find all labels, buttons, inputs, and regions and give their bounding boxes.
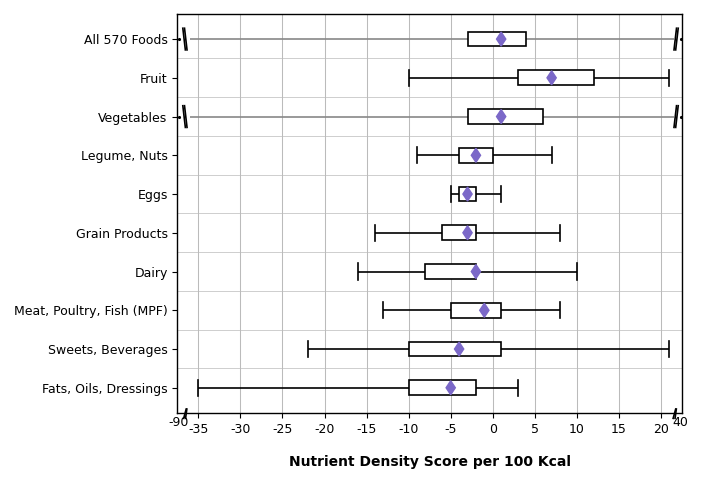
Text: -90: -90 (169, 416, 190, 428)
Polygon shape (479, 303, 489, 317)
Polygon shape (471, 265, 481, 279)
Polygon shape (547, 71, 556, 85)
Polygon shape (446, 381, 456, 395)
X-axis label: Nutrient Density Score per 100 Kcal: Nutrient Density Score per 100 Kcal (289, 455, 571, 469)
Polygon shape (463, 187, 472, 201)
FancyBboxPatch shape (409, 381, 476, 395)
FancyBboxPatch shape (468, 109, 543, 124)
Polygon shape (463, 226, 472, 240)
Polygon shape (454, 342, 464, 356)
FancyBboxPatch shape (518, 71, 594, 85)
Polygon shape (496, 110, 505, 124)
Polygon shape (471, 148, 481, 162)
Polygon shape (496, 32, 505, 46)
FancyBboxPatch shape (451, 303, 501, 318)
FancyBboxPatch shape (459, 148, 493, 163)
FancyBboxPatch shape (425, 264, 476, 279)
FancyBboxPatch shape (468, 32, 526, 46)
FancyBboxPatch shape (459, 187, 476, 201)
FancyBboxPatch shape (409, 341, 501, 356)
FancyBboxPatch shape (442, 226, 476, 240)
Text: 40: 40 (673, 416, 688, 428)
